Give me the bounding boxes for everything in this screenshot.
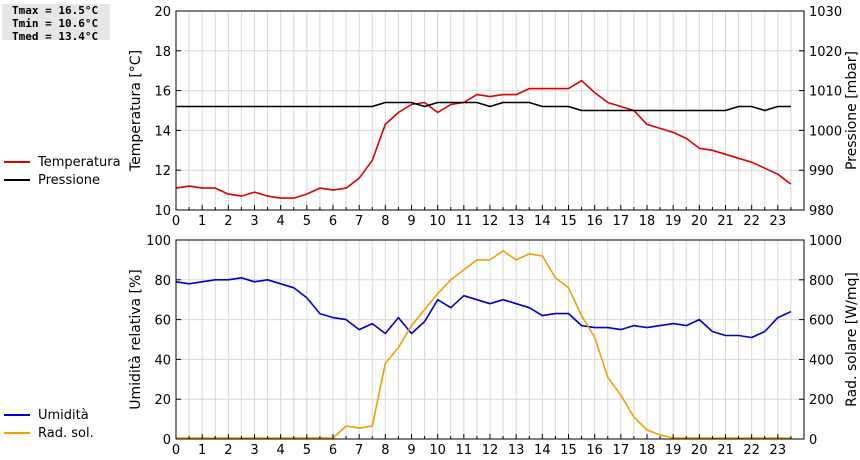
stats-tmin: Tmin = 10.6°C [12,17,99,30]
y2-tick-label: 1020 [809,45,842,60]
x-tick-label: 14 [534,214,551,229]
x-tick-label: 19 [665,214,682,229]
y-tick-label: 14 [154,124,171,139]
x-tick-label: 1 [198,214,206,229]
y2-tick-label: 800 [809,274,834,289]
x-tick-label: 19 [665,443,682,458]
x-tick-label: 23 [770,443,787,458]
x-tick-label: 11 [456,214,473,229]
series-line-umidit [175,276,792,339]
legend-item-pressione: Pressione [4,171,121,189]
legend-item-umidita: Umidità [4,406,94,424]
x-tick-label: 18 [639,214,656,229]
y-tick-label: 60 [154,314,171,329]
x-tick-label: 5 [303,214,311,229]
legend-swatch [4,179,30,181]
x-tick-label: 7 [355,214,363,229]
x-tick-label: 15 [560,443,577,458]
y-tick-label: 100 [146,234,171,249]
x-tick-label: 6 [329,214,337,229]
x-tick-label: 4 [277,214,285,229]
y-tick-label: 20 [154,393,171,408]
y2-tick-label: 1010 [809,85,842,100]
legend-label: Rad. sol. [38,425,94,441]
x-tick-label: 14 [534,443,551,458]
legend-swatch [4,432,30,434]
x-tick-label: 0 [172,443,180,458]
series-line-rad-sol [176,250,791,439]
legend-swatch [4,161,30,163]
y-tick-label: 40 [154,353,171,368]
x-tick-label: 0 [172,214,180,229]
y2-tick-label: 600 [809,314,834,329]
legend-label: Temperatura [38,154,121,170]
x-tick-label: 8 [381,443,389,458]
x-tick-label: 22 [743,443,760,458]
y-axis-label: Umidità relativa [%] [128,269,144,410]
y2-tick-label: 1000 [809,234,842,249]
x-tick-label: 5 [303,443,311,458]
y-tick-label: 20 [154,5,171,20]
legend-label: Pressione [38,172,101,188]
y-tick-label: 0 [163,433,171,448]
y2-tick-label: 200 [809,393,834,408]
y2-tick-label: 1030 [809,5,842,20]
x-tick-label: 20 [691,214,708,229]
y-tick-label: 80 [154,274,171,289]
x-tick-label: 1 [198,443,206,458]
x-tick-label: 18 [639,443,656,458]
y2-axis-label: Rad. solare [W/mq] [844,272,860,407]
series-line-pressione [176,101,791,112]
y-tick-label: 18 [154,45,171,60]
x-tick-label: 16 [586,443,603,458]
legend-bottom: Umidità Rad. sol. [4,406,94,442]
x-tick-label: 21 [717,443,734,458]
legend-top: Temperatura Pressione [4,153,121,189]
y-tick-label: 12 [154,164,171,179]
x-tick-label: 8 [381,214,389,229]
legend-item-radsol: Rad. sol. [4,424,94,442]
y-axis-label: Temperatura [°C] [128,50,144,172]
x-tick-label: 10 [429,443,446,458]
x-tick-label: 17 [613,443,630,458]
y2-tick-label: 400 [809,353,834,368]
legend-label: Umidità [38,407,89,423]
x-tick-label: 2 [224,443,232,458]
y-tick-label: 16 [154,85,171,100]
y2-tick-label: 0 [809,433,817,448]
y2-tick-label: 980 [809,204,834,219]
y2-axis-label: Pressione [mbar] [844,51,860,170]
x-tick-label: 20 [691,443,708,458]
x-tick-label: 16 [586,214,603,229]
x-tick-label: 11 [456,443,473,458]
x-tick-label: 21 [717,214,734,229]
x-tick-label: 7 [355,443,363,458]
x-tick-label: 17 [613,214,630,229]
x-tick-label: 15 [560,214,577,229]
legend-item-temperatura: Temperatura [4,153,121,171]
stats-tmed: Tmed = 13.4°C [12,30,99,43]
x-tick-label: 3 [250,214,258,229]
y-tick-label: 10 [154,204,171,219]
x-tick-label: 3 [250,443,258,458]
series-line-temperatura [175,79,792,199]
x-tick-label: 13 [508,443,525,458]
legend-swatch [4,414,30,416]
x-tick-label: 10 [429,214,446,229]
x-tick-label: 22 [743,214,760,229]
x-tick-label: 4 [277,443,285,458]
stats-tmax: Tmax = 16.5°C [12,4,99,17]
y2-tick-label: 990 [809,164,834,179]
x-tick-label: 9 [407,443,415,458]
x-tick-label: 12 [482,214,499,229]
x-tick-label: 23 [770,214,787,229]
stats-box: Tmax = 16.5°C Tmin = 10.6°C Tmed = 13.4°… [2,4,110,43]
x-tick-label: 6 [329,443,337,458]
x-tick-label: 13 [508,214,525,229]
x-tick-label: 9 [407,214,415,229]
y2-tick-label: 1000 [809,124,842,139]
x-tick-label: 12 [482,443,499,458]
x-tick-label: 2 [224,214,232,229]
